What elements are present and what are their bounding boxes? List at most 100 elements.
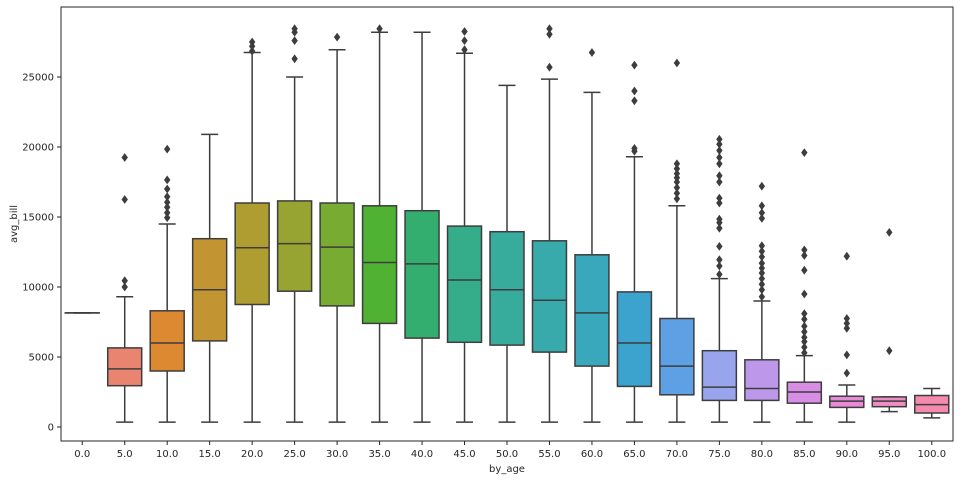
x-tick-label: 65.0 [623, 449, 645, 460]
outlier-point [461, 45, 468, 55]
outlier-point [716, 214, 723, 224]
outlier-point [716, 134, 723, 144]
box-group-90.0 [829, 251, 865, 423]
outlier-point [758, 214, 766, 223]
outlier-point [716, 270, 723, 279]
box-group-70.0 [659, 58, 695, 423]
outlier-point [121, 195, 128, 204]
x-tick-label: 85.0 [793, 449, 815, 460]
outlier-point [163, 202, 171, 212]
box-iqr [701, 349, 738, 402]
outlier-point [758, 274, 766, 283]
outlier-point [716, 255, 723, 265]
x-tick-label: 5.0 [117, 449, 133, 460]
box-iqr [531, 240, 568, 353]
box-group-10.0 [149, 144, 185, 423]
outlier-point [248, 37, 256, 47]
box-iqr [659, 317, 695, 396]
box-group-85.0 [786, 148, 823, 423]
x-tick-label: 60.0 [581, 449, 603, 460]
outlier-point [163, 175, 171, 185]
box-group-50.0 [489, 84, 525, 423]
x-tick-label: 0.0 [74, 449, 90, 460]
outlier-point [716, 193, 723, 203]
outlier-point [673, 188, 681, 198]
outlier-point [843, 350, 851, 360]
outlier-point [801, 342, 808, 352]
box-iqr [319, 202, 355, 307]
outlier-point [461, 36, 468, 45]
outlier-point [631, 86, 638, 96]
outlier-point [801, 333, 808, 342]
outlier-point [716, 153, 723, 162]
x-tick-label: 30.0 [326, 449, 348, 460]
x-tick-label: 95.0 [878, 449, 900, 460]
outlier-point [758, 279, 766, 289]
box-iqr [744, 359, 780, 402]
y-tick-label: 10000 [22, 283, 54, 294]
outlier-point [801, 251, 808, 260]
x-tick-label: 100.0 [917, 449, 946, 460]
box-group-60.0 [574, 48, 610, 423]
y-tick-label: 0 [48, 423, 54, 434]
outlier-point [163, 197, 171, 207]
box-iqr [106, 347, 143, 387]
outlier-point [801, 327, 808, 337]
outlier-point [461, 27, 468, 36]
outlier-point [121, 153, 128, 162]
outlier-point [758, 258, 766, 268]
outlier-point [546, 62, 553, 72]
outlier-point [758, 246, 766, 256]
outlier-point [801, 321, 808, 331]
outlier-point [673, 194, 681, 204]
outlier-point [843, 251, 851, 261]
outlier-point [843, 319, 851, 328]
box-iqr [276, 200, 313, 292]
outlier-point [843, 314, 851, 323]
outlier-point [801, 309, 808, 318]
outlier-point [163, 184, 171, 194]
box-iqr [616, 291, 653, 388]
box-group-80.0 [744, 181, 780, 423]
outlier-point [716, 242, 723, 251]
outlier-point [673, 164, 681, 174]
x-tick-label: 10.0 [156, 449, 178, 460]
outlier-point [886, 228, 893, 237]
box-group-20.0 [234, 37, 270, 423]
outlier-point [716, 139, 723, 149]
y-tick-label: 5000 [29, 353, 54, 364]
outlier-point [716, 159, 723, 169]
outlier-point [716, 198, 723, 208]
outlier-point [758, 285, 766, 295]
box-group-55.0 [531, 24, 568, 423]
outlier-point [758, 241, 766, 251]
outlier-point [546, 24, 553, 34]
outlier-point [716, 223, 723, 233]
x-tick-label: 20.0 [241, 449, 263, 460]
outlier-point [758, 181, 766, 191]
x-tick-label: 50.0 [496, 449, 518, 460]
x-tick-label: 35.0 [368, 449, 390, 460]
box-group-35.0 [361, 24, 398, 423]
x-tick-label: 90.0 [836, 449, 858, 460]
box-group-40.0 [404, 31, 440, 423]
outlier-point [843, 323, 851, 333]
box-group-95.0 [871, 228, 908, 413]
outlier-point [758, 201, 766, 211]
outlier-point [546, 29, 553, 39]
outlier-point [801, 245, 808, 255]
outlier-point [673, 58, 681, 68]
outlier-point [716, 177, 723, 187]
box-iqr [404, 209, 440, 339]
x-tick-label: 40.0 [411, 449, 433, 460]
box-group-45.0 [446, 27, 483, 423]
box-group-15.0 [191, 133, 228, 423]
outlier-point [758, 268, 766, 278]
outlier-point [716, 171, 723, 181]
box-iqr [361, 205, 398, 325]
x-axis: 0.0 5.0 10.0 15.0 20.0 25.0 30.0 35.0 40.0 45.0 50… [74, 441, 946, 460]
x-tick-label: 75.0 [708, 449, 730, 460]
box-group-65.0 [616, 60, 653, 423]
outlier-point [291, 36, 298, 45]
